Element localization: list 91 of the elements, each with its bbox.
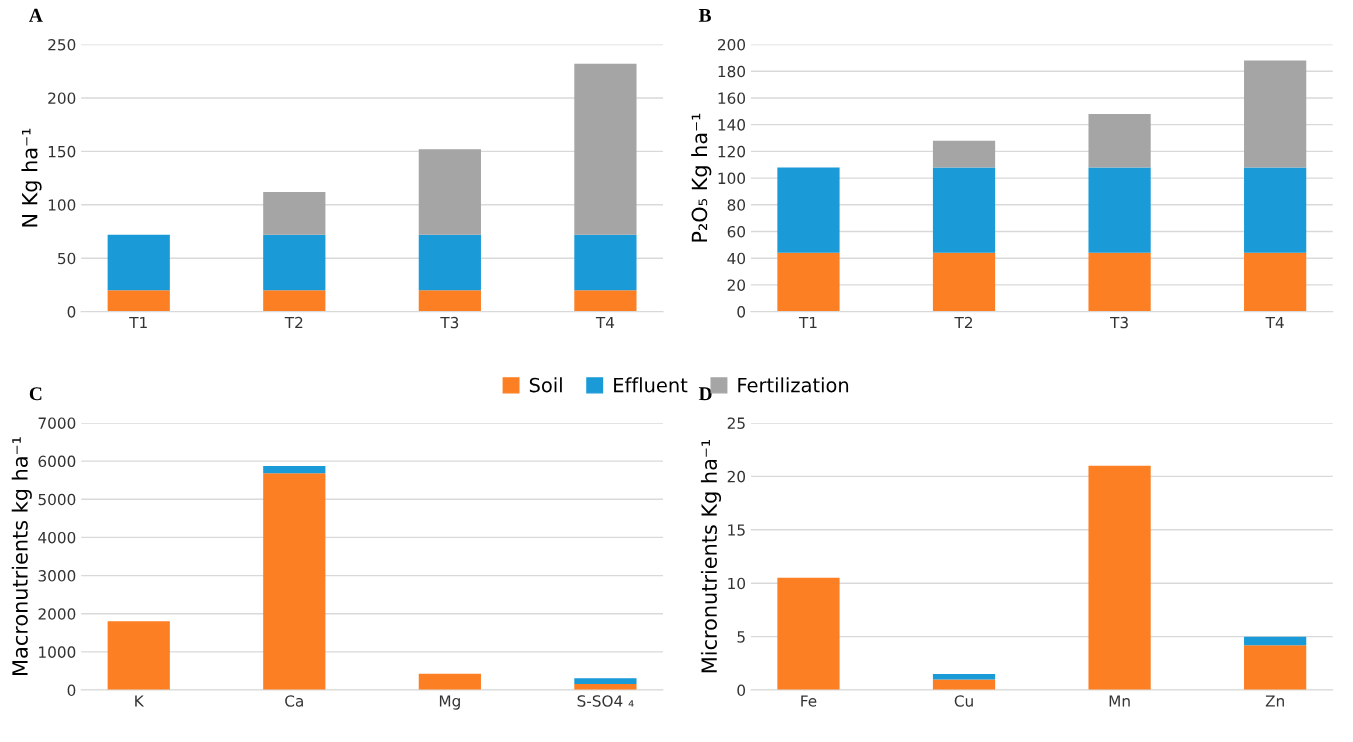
y-tick-label: 4000	[38, 531, 76, 544]
bar	[777, 577, 840, 691]
x-tick-label: T1	[129, 316, 147, 329]
x-tick-label: T2	[954, 316, 973, 329]
y-tick-label: 80	[727, 199, 746, 211]
bar	[418, 673, 481, 691]
y-tick-label: 0	[67, 684, 76, 697]
x-tick-label: Zn	[1265, 695, 1284, 707]
x-tick-label: Mg	[439, 695, 460, 710]
bar	[932, 679, 996, 691]
y-tick-label: 150	[48, 145, 76, 158]
y-tick-label: 0	[67, 306, 76, 318]
bar	[418, 149, 481, 235]
y-tick-label: 120	[718, 145, 746, 158]
y-tick-label: 0	[737, 684, 746, 697]
y-tick-label: 40	[727, 252, 746, 265]
y-axis-title: Macronutrients kg ha⁻¹	[11, 437, 32, 675]
x-tick-label: Cu	[954, 695, 973, 707]
bar	[107, 621, 170, 691]
y-tick-label: 200	[48, 92, 76, 104]
bar	[574, 63, 637, 235]
y-tick-label: 2000	[38, 608, 76, 620]
x-tick-label: Ca	[285, 695, 303, 707]
y-tick-label: 7000	[38, 417, 76, 429]
x-tick-label: T1	[798, 316, 817, 329]
y-axis-title: N Kg ha⁻¹	[21, 128, 42, 227]
bar	[1088, 167, 1151, 253]
chart-title: A	[29, 8, 43, 22]
x-tick-label: T4	[1265, 316, 1284, 329]
y-axis-title: Micronutrients Kg ha⁻¹	[700, 439, 722, 673]
bar	[1244, 645, 1307, 691]
bar	[1244, 60, 1307, 168]
bar	[107, 290, 170, 312]
x-tick-label: S-SO4 ₄	[577, 695, 634, 707]
x-tick-label: T4	[595, 316, 615, 329]
bar	[263, 466, 326, 474]
y-tick-label: 200	[718, 38, 746, 51]
chart-title: D	[698, 387, 712, 401]
y-tick-label: 6000	[38, 455, 76, 468]
bar	[107, 234, 170, 291]
bar	[263, 234, 326, 291]
bar	[1244, 167, 1307, 253]
y-tick-label: 25	[727, 417, 745, 429]
bar	[574, 290, 637, 312]
y-tick-label: 160	[718, 92, 746, 104]
y-tick-label: 60	[727, 225, 746, 238]
y-tick-label: 20	[727, 279, 746, 291]
legend-label: Soil	[529, 377, 562, 393]
y-tick-label: 100	[718, 172, 746, 185]
y-tick-label: 140	[718, 119, 746, 131]
bar	[574, 678, 637, 684]
y-axis-title: P₂O₅ Kg ha⁻¹	[691, 113, 712, 242]
x-tick-label: Mn	[1109, 695, 1130, 707]
x-tick-label: T3	[1110, 316, 1128, 329]
bar	[1088, 113, 1151, 168]
bar	[777, 167, 840, 253]
bar	[932, 252, 996, 312]
legend-label: Fertilization	[738, 377, 849, 393]
x-tick-label: Fe	[801, 695, 817, 707]
y-tick-label: 0	[737, 306, 746, 318]
bar	[418, 234, 481, 291]
y-tick-label: 100	[48, 199, 76, 211]
y-tick-label: 1000	[39, 646, 76, 658]
chart-title: B	[698, 8, 711, 22]
legend-label: Effluent	[614, 377, 688, 393]
chart-title: C	[29, 387, 42, 401]
x-tick-label: T3	[440, 316, 459, 329]
y-tick-label: 10	[728, 577, 746, 590]
bar	[1088, 465, 1151, 691]
y-tick-label: 5	[737, 631, 745, 643]
y-tick-label: 180	[718, 65, 746, 78]
bar	[932, 140, 996, 168]
bar	[263, 290, 326, 312]
y-tick-label: 250	[48, 38, 76, 51]
bar	[932, 674, 996, 680]
y-tick-label: 50	[58, 252, 76, 265]
bar	[1088, 252, 1151, 312]
bar	[574, 234, 637, 291]
bar	[777, 252, 840, 312]
x-tick-label: K	[135, 695, 145, 707]
y-tick-label: 20	[727, 470, 746, 483]
bar	[932, 167, 996, 253]
y-tick-label: 15	[728, 524, 745, 536]
bar	[1244, 252, 1307, 312]
bar	[1244, 636, 1307, 646]
bar	[418, 290, 481, 312]
x-tick-label: T2	[284, 316, 303, 329]
bar	[263, 473, 326, 691]
bar	[263, 191, 326, 235]
y-tick-label: 3000	[38, 570, 76, 582]
y-tick-label: 5000	[38, 493, 76, 506]
